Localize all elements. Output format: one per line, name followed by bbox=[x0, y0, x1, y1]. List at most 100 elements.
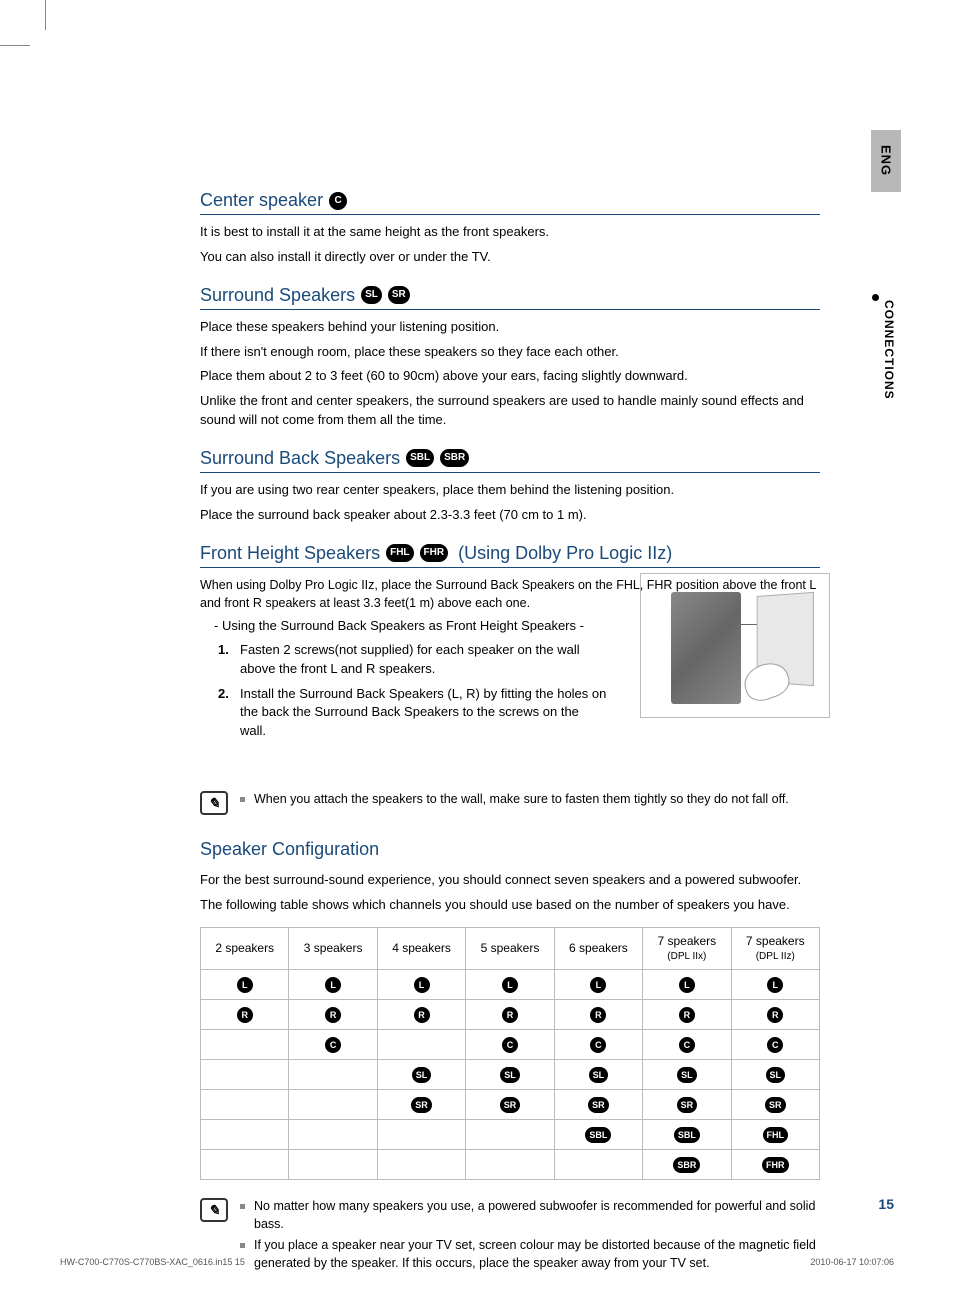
table-cell: SR bbox=[643, 1090, 731, 1120]
channel-badge-icon: SR bbox=[411, 1097, 432, 1113]
heading-center-speaker: Center speaker C bbox=[200, 190, 820, 215]
table-cell bbox=[377, 1120, 465, 1150]
para: If you are using two rear center speaker… bbox=[200, 481, 820, 500]
channel-badge-icon: L bbox=[237, 977, 253, 993]
table-cell: SL bbox=[377, 1060, 465, 1090]
table-cell bbox=[201, 1030, 289, 1060]
para: If there isn't enough room, place these … bbox=[200, 343, 820, 362]
table-header-cell: 3 speakers bbox=[289, 927, 377, 969]
table-cell: SBL bbox=[554, 1120, 642, 1150]
badge-fhr-icon: FHR bbox=[420, 544, 449, 562]
channel-badge-icon: FHR bbox=[762, 1157, 789, 1173]
table-cell: L bbox=[731, 970, 819, 1000]
heading-surround-back: Surround Back Speakers SBL SBR bbox=[200, 448, 820, 473]
table-cell: L bbox=[201, 970, 289, 1000]
table-header-row: 2 speakers3 speakers4 speakers5 speakers… bbox=[201, 927, 820, 969]
table-cell: R bbox=[466, 1000, 554, 1030]
table-cell: SBL bbox=[643, 1120, 731, 1150]
table-cell: SL bbox=[466, 1060, 554, 1090]
step-item: Install the Surround Back Speakers (L, R… bbox=[218, 685, 608, 742]
channel-badge-icon: R bbox=[590, 1007, 606, 1023]
badge-sr-icon: SR bbox=[388, 286, 410, 304]
print-footer: HW-C700-C770S-C770BS-XAC_0616.in15 15 20… bbox=[60, 1257, 894, 1267]
table-cell: SL bbox=[731, 1060, 819, 1090]
section-center-speaker: Center speaker C It is best to install i… bbox=[200, 190, 820, 267]
table-cell: R bbox=[377, 1000, 465, 1030]
note-item: When you attach the speakers to the wall… bbox=[240, 791, 789, 809]
language-tab: ENG bbox=[871, 130, 901, 192]
crop-mark bbox=[0, 45, 30, 46]
table-header-cell: 6 speakers bbox=[554, 927, 642, 969]
footer-right: 2010-06-17 10:07:06 bbox=[810, 1257, 894, 1267]
table-cell: R bbox=[201, 1000, 289, 1030]
table-row: LLLLLLL bbox=[201, 970, 820, 1000]
section-speaker-config: Speaker Configuration For the best surro… bbox=[200, 839, 820, 1276]
table-row: SLSLSLSLSL bbox=[201, 1060, 820, 1090]
table-cell: C bbox=[731, 1030, 819, 1060]
note-item: No matter how many speakers you use, a p… bbox=[240, 1198, 820, 1233]
channel-badge-icon: SBL bbox=[585, 1127, 611, 1143]
channel-badge-icon: SBL bbox=[674, 1127, 700, 1143]
table-header-cell: 4 speakers bbox=[377, 927, 465, 969]
table-cell bbox=[289, 1120, 377, 1150]
heading-text: Surround Back Speakers bbox=[200, 448, 400, 469]
heading-suffix: (Using Dolby Pro Logic IIz) bbox=[458, 543, 672, 564]
table-cell bbox=[377, 1150, 465, 1180]
para: Unlike the front and center speakers, th… bbox=[200, 392, 820, 430]
channel-badge-icon: L bbox=[767, 977, 783, 993]
para: You can also install it directly over or… bbox=[200, 248, 820, 267]
table-cell: FHR bbox=[731, 1150, 819, 1180]
para: The following table shows which channels… bbox=[200, 896, 820, 915]
footer-left: HW-C700-C770S-C770BS-XAC_0616.in15 15 bbox=[60, 1257, 245, 1267]
heading-front-height: Front Height Speakers FHL FHR (Using Dol… bbox=[200, 543, 820, 568]
table-row: SBR FHR bbox=[201, 1150, 820, 1180]
para: It is best to install it at the same hei… bbox=[200, 223, 820, 242]
table-body: LLLLLLLRRRRRRRCCCCCSLSLSLSLSLSRSRSRSRSRS… bbox=[201, 970, 820, 1180]
table-cell: R bbox=[289, 1000, 377, 1030]
channel-badge-icon: C bbox=[767, 1037, 783, 1053]
channel-badge-icon: FHL bbox=[763, 1127, 789, 1143]
channel-badge-icon: L bbox=[679, 977, 695, 993]
channel-badge-icon: SBR bbox=[673, 1157, 700, 1173]
badge-fhl-icon: FHL bbox=[386, 544, 413, 562]
channel-badge-icon: C bbox=[679, 1037, 695, 1053]
table-cell: L bbox=[466, 970, 554, 1000]
channel-badge-icon: SL bbox=[500, 1067, 520, 1083]
channel-badge-icon: R bbox=[502, 1007, 518, 1023]
channel-badge-icon: R bbox=[414, 1007, 430, 1023]
table-cell: SR bbox=[731, 1090, 819, 1120]
table-cell bbox=[201, 1150, 289, 1180]
table-cell: R bbox=[731, 1000, 819, 1030]
heading-text: Speaker Configuration bbox=[200, 839, 379, 860]
table-cell: L bbox=[377, 970, 465, 1000]
channel-badge-icon: SL bbox=[412, 1067, 432, 1083]
table-header-cell: 7 speakers(DPL IIz) bbox=[731, 927, 819, 969]
channel-badge-icon: SL bbox=[677, 1067, 697, 1083]
section-surround: Surround Speakers SL SR Place these spea… bbox=[200, 285, 820, 430]
section-bullet bbox=[872, 294, 879, 301]
table-header-cell: 7 speakers(DPL IIx) bbox=[643, 927, 731, 969]
channel-badge-icon: SL bbox=[766, 1067, 786, 1083]
channel-badge-icon: R bbox=[767, 1007, 783, 1023]
table-cell: R bbox=[643, 1000, 731, 1030]
step-item: Fasten 2 screws(not supplied) for each s… bbox=[218, 641, 608, 679]
note-icon: ✎ bbox=[200, 791, 228, 815]
table-cell: L bbox=[289, 970, 377, 1000]
channel-badge-icon: C bbox=[502, 1037, 518, 1053]
table-cell bbox=[466, 1120, 554, 1150]
heading-surround: Surround Speakers SL SR bbox=[200, 285, 820, 310]
table-cell: SR bbox=[466, 1090, 554, 1120]
table-cell: L bbox=[643, 970, 731, 1000]
table-row: CCCCC bbox=[201, 1030, 820, 1060]
table-cell: FHL bbox=[731, 1120, 819, 1150]
channel-badge-icon: L bbox=[502, 977, 518, 993]
badge-c-icon: C bbox=[329, 192, 347, 210]
table-cell: C bbox=[289, 1030, 377, 1060]
badge-sl-icon: SL bbox=[361, 286, 382, 304]
badge-sbl-icon: SBL bbox=[406, 449, 434, 467]
page-content: Center speaker C It is best to install i… bbox=[200, 190, 820, 1294]
table-header-cell: 2 speakers bbox=[201, 927, 289, 969]
channel-badge-icon: SR bbox=[677, 1097, 698, 1113]
badge-sbr-icon: SBR bbox=[440, 449, 469, 467]
channel-badge-icon: SR bbox=[500, 1097, 521, 1113]
